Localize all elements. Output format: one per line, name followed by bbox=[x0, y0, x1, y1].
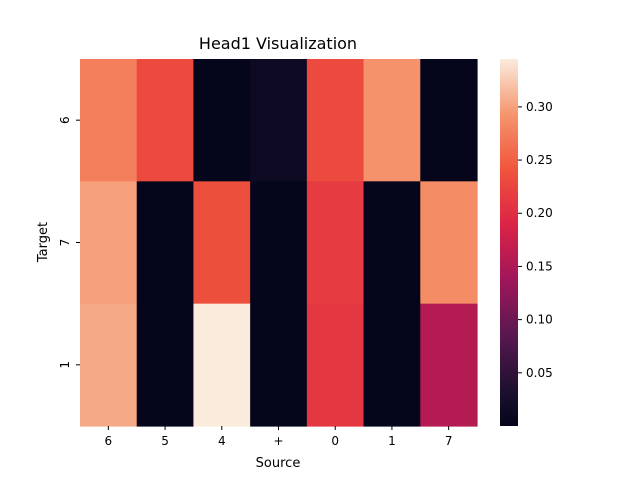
x-tick-label: 5 bbox=[161, 434, 169, 448]
heatmap-cell-2-4 bbox=[306, 303, 365, 427]
heatmap-cell-2-5 bbox=[363, 303, 421, 427]
colorbar-tick-label: 0.10 bbox=[526, 313, 553, 327]
colorbar-tick-label: 0.15 bbox=[526, 259, 553, 273]
heatmap-cell-1-3 bbox=[250, 181, 308, 305]
heatmap-cell-0-3 bbox=[250, 59, 308, 182]
x-tick-label: + bbox=[273, 434, 283, 448]
heatmap-cell-2-1 bbox=[136, 303, 195, 427]
heatmap-cell-2-3 bbox=[250, 303, 308, 427]
heatmap-cell-1-1 bbox=[136, 181, 195, 305]
heatmap-cell-0-5 bbox=[363, 59, 421, 182]
heatmap-cell-2-2 bbox=[193, 303, 251, 427]
heatmap-cell-2-0 bbox=[80, 303, 138, 427]
x-tick-label: 6 bbox=[105, 434, 113, 448]
colorbar-tick-label: 0.25 bbox=[526, 153, 553, 167]
x-axis-ticks: 6 5 4 +0 1 7 bbox=[105, 426, 453, 448]
heatmap-cell-1-0 bbox=[80, 181, 138, 305]
heatmap-cell-1-2 bbox=[193, 181, 251, 305]
heatmap-cell-1-6 bbox=[420, 181, 478, 305]
y-tick-label: 6 bbox=[58, 116, 72, 124]
y-axis-label: Target bbox=[36, 222, 51, 263]
colorbar-tick-label: 0.20 bbox=[526, 206, 553, 220]
heatmap-cell-0-6 bbox=[420, 59, 478, 182]
x-tick-label: 1 bbox=[388, 434, 396, 448]
chart-title: Head1 Visualization bbox=[199, 34, 357, 53]
heatmap-cell-1-4 bbox=[306, 181, 365, 305]
colorbar-tick-label: 0.30 bbox=[526, 100, 553, 114]
heatmap-cell-1-5 bbox=[363, 181, 421, 305]
y-tick-label: 1 bbox=[58, 361, 72, 369]
y-tick-label: 7 bbox=[58, 239, 72, 247]
y-axis-ticks: 6 7 1 bbox=[58, 116, 80, 369]
heatmap-cell-0-4 bbox=[306, 59, 365, 182]
colorbar-ticks: 0.05 0.10 0.15 0.20 0.25 0.30 bbox=[518, 100, 553, 380]
x-tick-label: 0 bbox=[331, 434, 339, 448]
x-tick-label: 4 bbox=[218, 434, 226, 448]
x-axis-label: Source bbox=[256, 456, 301, 471]
colorbar bbox=[500, 59, 518, 426]
heatmap-cell-0-1 bbox=[136, 59, 195, 182]
heatmap-cells bbox=[80, 59, 478, 427]
heatmap-cell-0-0 bbox=[80, 59, 138, 182]
x-tick-label: 7 bbox=[445, 434, 453, 448]
heatmap-cell-2-6 bbox=[420, 303, 478, 427]
heatmap-cell-0-2 bbox=[193, 59, 251, 182]
colorbar-tick-label: 0.05 bbox=[526, 366, 553, 380]
